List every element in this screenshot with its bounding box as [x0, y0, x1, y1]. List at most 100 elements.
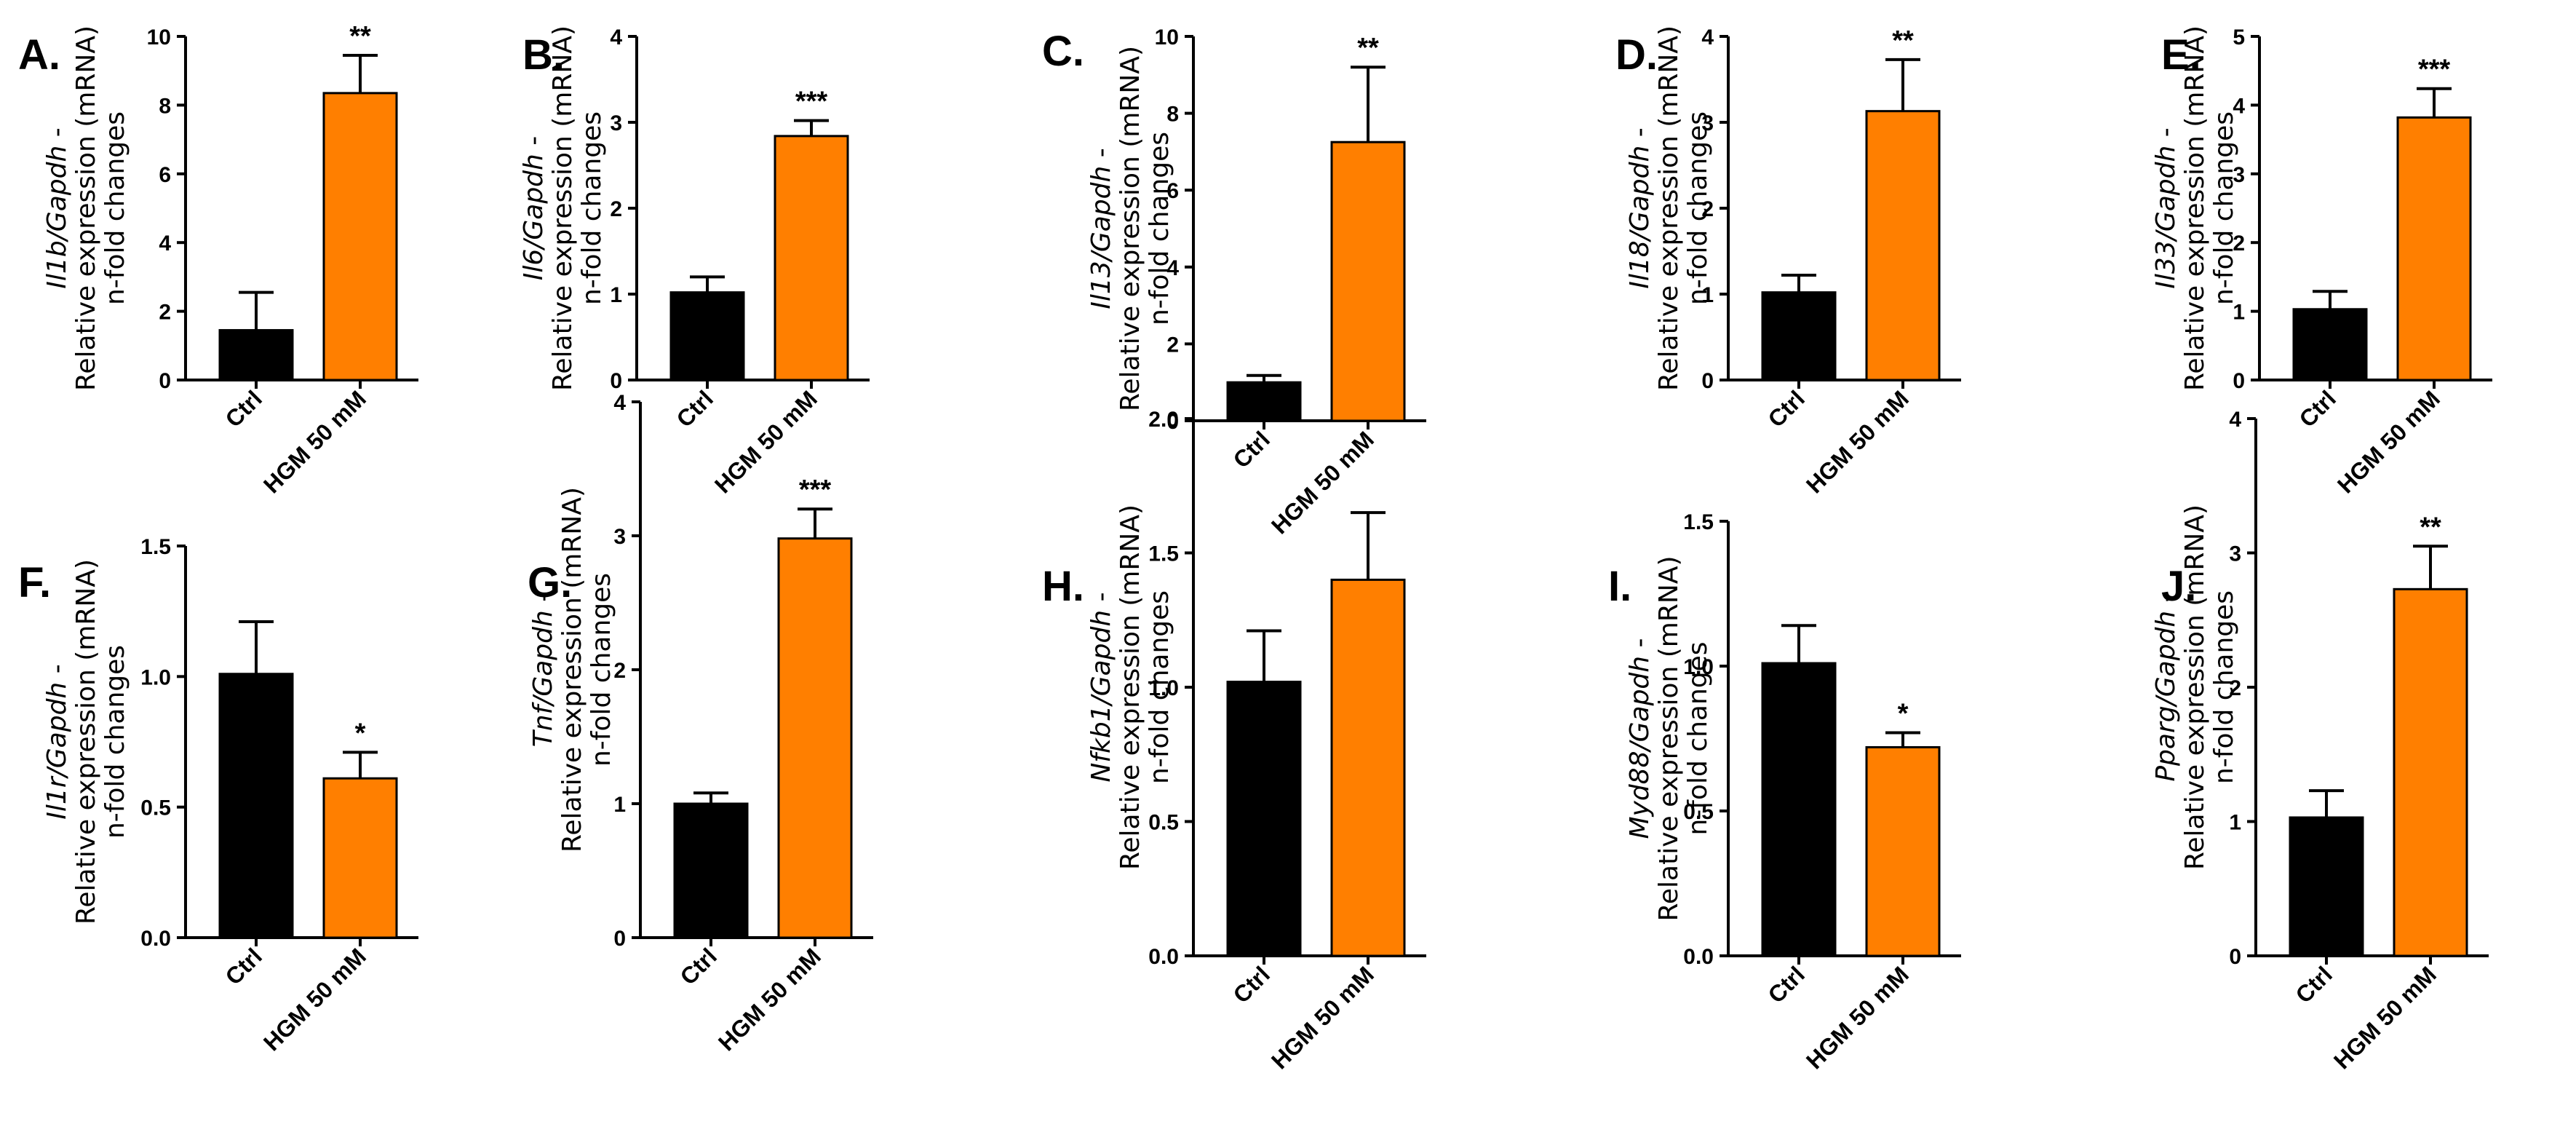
significance-marker: **	[2420, 512, 2441, 542]
panel-letter: A.	[18, 31, 60, 79]
y-tick-label: 6	[1166, 179, 1179, 203]
gene-suffix: -	[42, 127, 72, 145]
gene-label: Il33/Gapdh	[2151, 146, 2181, 289]
y-tick-label: 8	[1166, 103, 1179, 127]
ylabel-line3: n-fold changes	[2209, 111, 2239, 305]
gene-suffix: -	[1086, 592, 1116, 609]
panel-b: B.Il6/Gapdh -Relative expression (mRNA)n…	[519, 25, 870, 498]
panel-letter: J.	[2161, 563, 2196, 610]
bar-hgm	[1865, 745, 1941, 957]
y-tick-label: 3	[2229, 542, 2241, 566]
bar-ctrl	[218, 673, 294, 939]
y-tick-label: 4	[1701, 25, 1714, 50]
y-tick-label: 3	[613, 525, 626, 549]
bar-ctrl	[669, 291, 745, 381]
significance-marker: ***	[795, 87, 828, 117]
x-tick-label: HGM 50 mM	[258, 385, 371, 498]
bar-ctrl	[2289, 816, 2364, 957]
y-tick-label: 0.5	[1683, 800, 1714, 824]
y-tick-label: 0	[1701, 369, 1714, 393]
bar-ctrl	[2292, 308, 2368, 381]
y-tick-label: 0.0	[1148, 945, 1179, 969]
y-tick-label: 3	[1701, 111, 1714, 135]
x-tick-label: HGM 50 mM	[2329, 961, 2441, 1074]
y-tick-label: 1.5	[1683, 510, 1714, 534]
gene-suffix: -	[42, 664, 72, 681]
panel-letter: H.	[1042, 563, 1084, 610]
y-tick-label: 0	[159, 369, 171, 393]
y-axis-title: Il1b/Gapdh -Relative expression (mRNA)n-…	[42, 25, 130, 391]
panel-letter: I.	[1608, 563, 1631, 610]
x-tick-label: Ctrl	[672, 385, 718, 432]
y-tick-label: 0.5	[1148, 811, 1179, 835]
ylabel-line2: Relative expression (mRNA)	[1116, 46, 1145, 411]
y-tick-label: 0	[613, 927, 626, 951]
gene-suffix: -	[519, 136, 549, 154]
gene-label: Il6/Gapdh	[519, 154, 549, 280]
y-tick-label: 3	[610, 111, 622, 135]
gene-label: Pparg/Gapdh	[2151, 611, 2181, 782]
x-tick-label: HGM 50 mM	[1266, 426, 1379, 539]
x-tick-label: HGM 50 mM	[713, 943, 826, 1056]
significance-marker: **	[349, 21, 371, 52]
y-axis-title: Il13/Gapdh -Relative expression (mRNA)n-…	[1086, 46, 1174, 411]
gene-suffix: -	[2151, 593, 2181, 610]
bar-hgm	[322, 92, 398, 381]
y-tick-label: 1	[1701, 283, 1714, 307]
y-tick-label: 8	[159, 94, 171, 118]
x-tick-label: HGM 50 mM	[258, 943, 371, 1056]
x-tick-label: HGM 50 mM	[1266, 961, 1379, 1074]
y-tick-label: 1.5	[1148, 542, 1179, 566]
ylabel-line2: Relative expression (mRNA)	[71, 25, 101, 391]
bar-ctrl	[1761, 662, 1837, 957]
y-tick-label: 4	[159, 231, 171, 256]
y-axis-title: Il33/Gapdh -Relative expression (mRNA)n-…	[2151, 25, 2239, 391]
y-tick-label: 2	[1166, 333, 1179, 357]
panel-j: J.Pparg/Gapdh -Relative expression (mRNA…	[2151, 408, 2489, 1074]
panel-letter: D.	[1615, 31, 1658, 79]
y-axis-title: Il18/Gapdh -Relative expression (mRNA)n-…	[1625, 25, 1713, 391]
y-axis-title: Il1r/Gapdh -Relative expression (mRNA)n-…	[42, 559, 130, 925]
y-tick-label: 4	[2229, 408, 2241, 432]
significance-marker: ***	[799, 475, 832, 505]
y-tick-label: 1.0	[1148, 676, 1179, 700]
bar-ctrl	[1226, 381, 1302, 422]
y-tick-label: 2	[2229, 676, 2241, 700]
x-tick-label: HGM 50 mM	[1801, 961, 1914, 1074]
ylabel-line3: n-fold changes	[1145, 590, 1174, 784]
ylabel-line2: Relative expression (mRNA)	[2180, 504, 2210, 870]
bar-hgm	[1865, 110, 1941, 381]
y-axis-title: Tnf/Gapdh -Relative expression (mRNA)n-f…	[528, 487, 616, 852]
gene-label: Il18/Gapdh	[1625, 146, 1655, 289]
significance-marker: **	[1892, 25, 1914, 56]
gene-label: Il1b/Gapdh	[42, 146, 72, 289]
ylabel-line3: n-fold changes	[100, 645, 130, 839]
bar-ctrl	[673, 802, 749, 939]
y-tick-label: 0	[2233, 369, 2245, 393]
y-tick-label: 2	[2233, 231, 2245, 256]
y-tick-label: 4	[2233, 94, 2245, 118]
x-tick-label: Ctrl	[1228, 426, 1275, 472]
ylabel-line2: Relative expression (mRNA)	[1654, 556, 1684, 922]
y-tick-label: 1	[2233, 301, 2245, 325]
y-tick-label: 1.0	[1683, 655, 1714, 679]
ylabel-line3: n-fold changes	[100, 111, 130, 305]
panel-letter: F.	[18, 559, 51, 606]
bar-hgm	[322, 777, 398, 939]
panel-f: F.Il1r/Gapdh -Relative expression (mRNA)…	[18, 535, 418, 1056]
panel-i: I.Myd88/Gapdh -Relative expression (mRNA…	[1608, 510, 1961, 1074]
significance-marker: *	[1898, 699, 1909, 729]
gene-suffix: -	[528, 593, 558, 610]
x-tick-label: Ctrl	[1763, 961, 1810, 1008]
y-tick-label: 0.5	[140, 796, 171, 820]
y-tick-label: 1	[613, 793, 626, 817]
ylabel-line2: Relative expression (mRNA)	[557, 487, 587, 852]
y-tick-label: 2.0	[1148, 408, 1179, 432]
x-tick-label: Ctrl	[2294, 385, 2341, 432]
panel-d: D.Il18/Gapdh -Relative expression (mRNA)…	[1615, 25, 1961, 498]
gene-suffix: -	[2151, 127, 2181, 145]
ylabel-line2: Relative expression (mRNA)	[548, 25, 578, 391]
gene-label: Tnf/Gapdh	[528, 610, 558, 747]
gene-suffix: -	[1086, 148, 1116, 165]
